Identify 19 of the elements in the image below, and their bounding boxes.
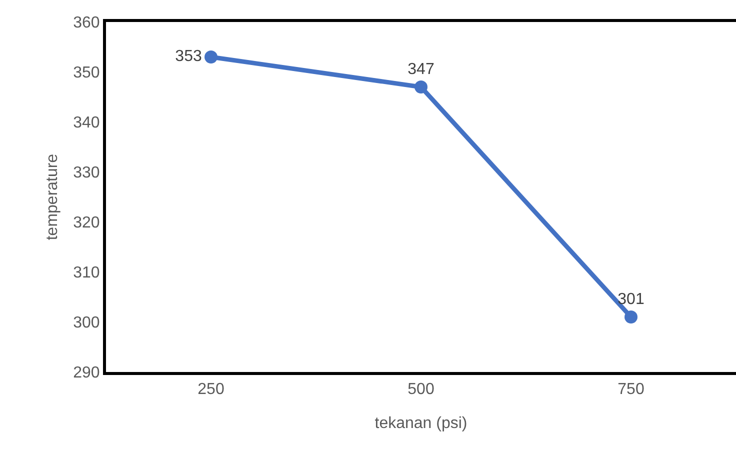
data-label: 347: [408, 60, 434, 78]
data-label: 353: [175, 48, 202, 65]
y-tick-label: 350: [73, 64, 100, 82]
point: [624, 310, 638, 324]
data-label: 301: [618, 290, 644, 308]
y-tick-label: 340: [73, 114, 100, 132]
y-tick-label: 330: [73, 164, 100, 182]
y-tick-label: 300: [73, 314, 100, 332]
y-tick-label: 310: [73, 264, 100, 282]
y-tick-label: 360: [73, 14, 100, 32]
y-tick-label: 320: [73, 214, 100, 232]
point: [414, 80, 428, 94]
x-tick-label: 500: [408, 381, 434, 398]
x-axis-title: tekanan (psi): [374, 414, 468, 432]
point: [204, 50, 218, 64]
y-tick-label: 290: [73, 364, 100, 382]
x-tick-label: 750: [618, 381, 644, 398]
x-tick-label: 250: [198, 381, 224, 398]
y-axis-title: temperature: [44, 154, 61, 240]
